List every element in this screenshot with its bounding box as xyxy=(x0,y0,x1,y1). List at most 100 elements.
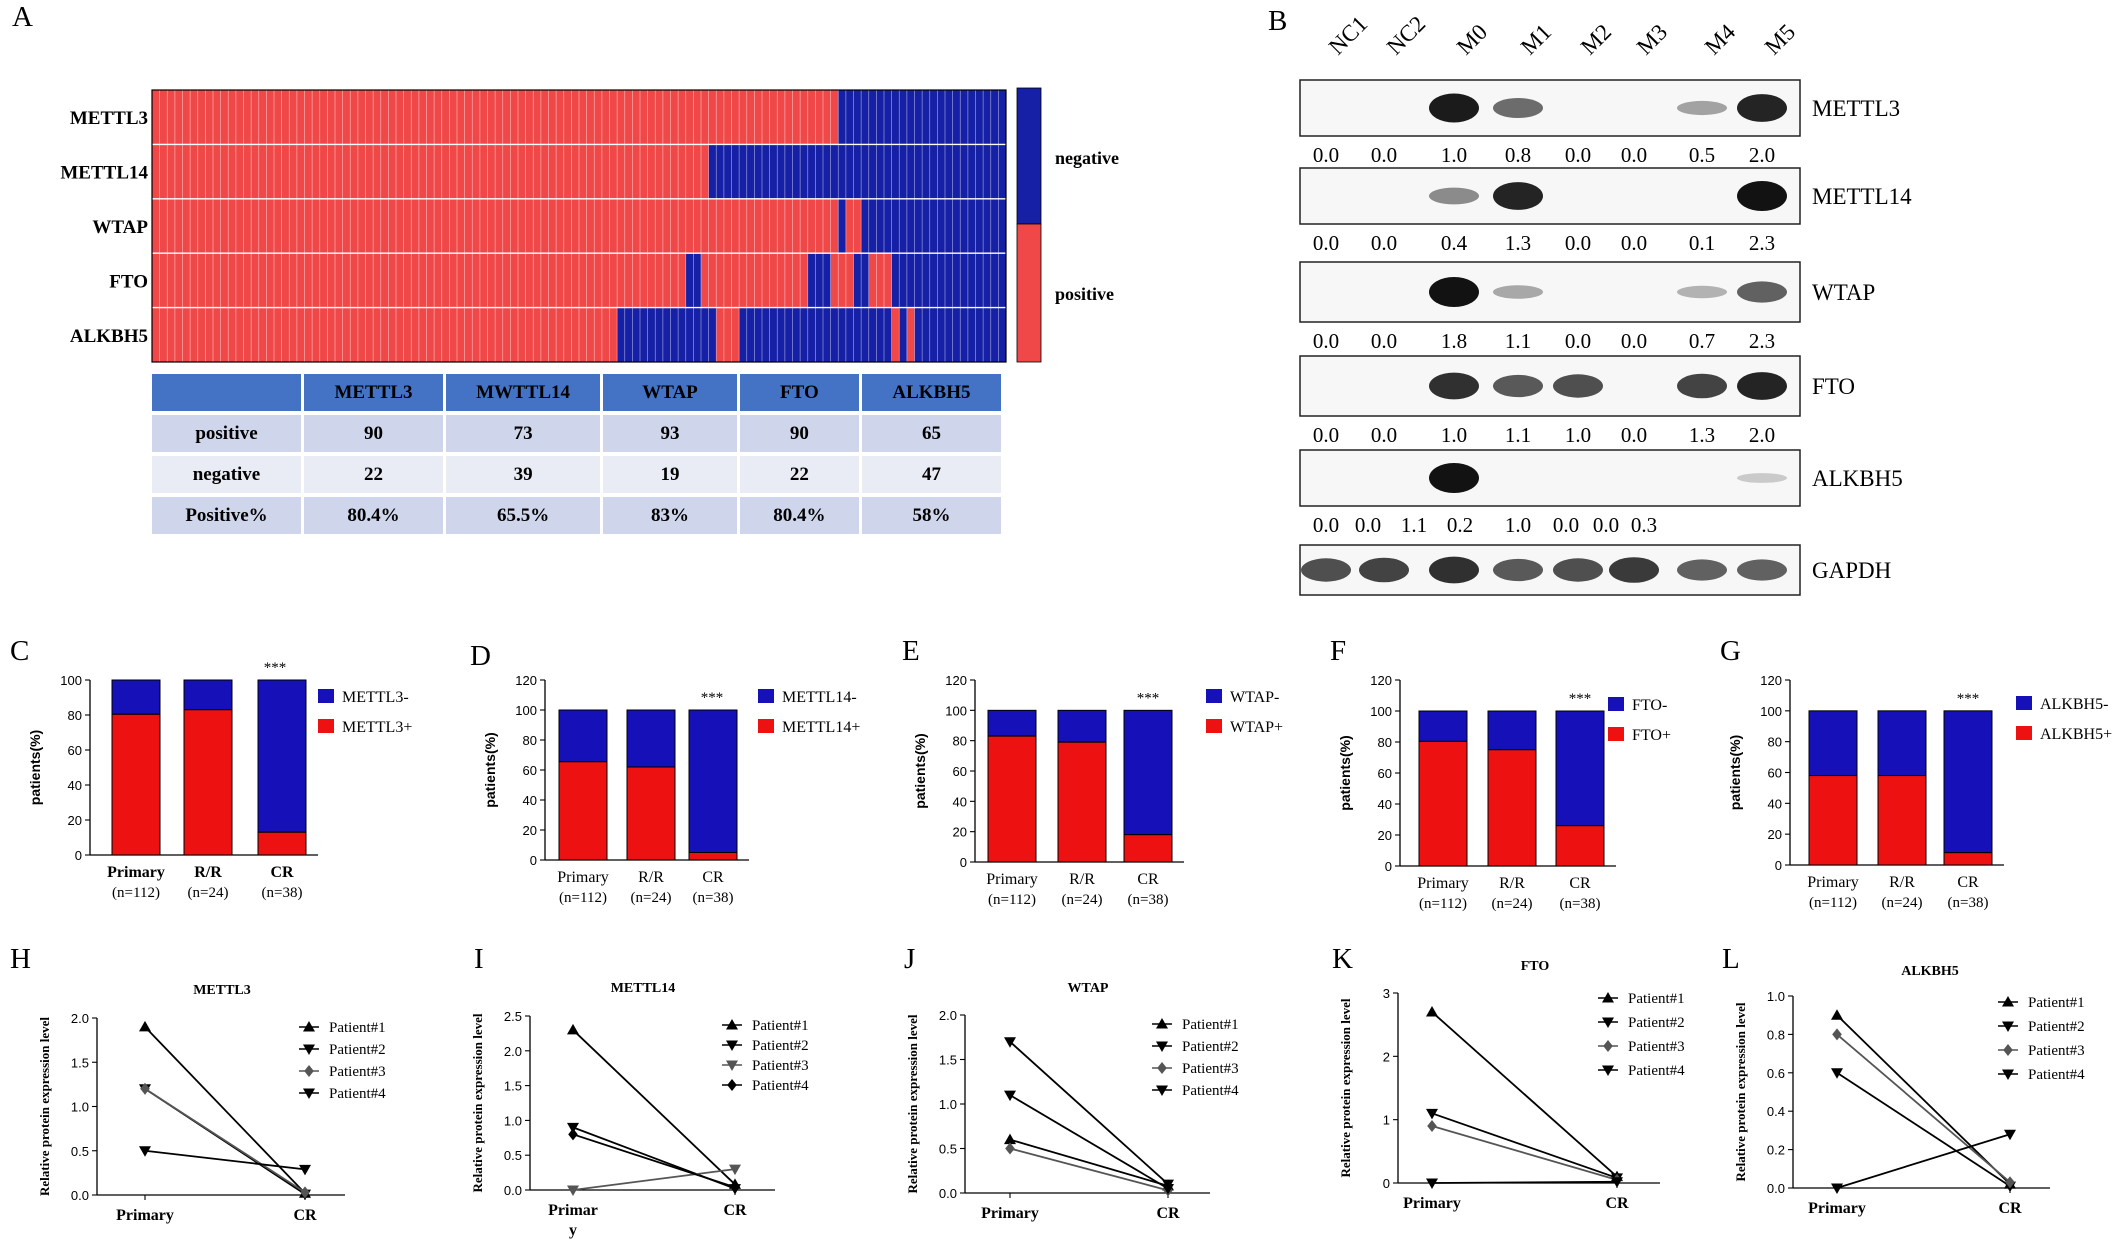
blot-band xyxy=(1429,93,1479,123)
bar-category-label: R/R xyxy=(1889,874,1915,891)
line-category-label: Primary xyxy=(981,1205,1039,1222)
line-legend-label: Patient#2 xyxy=(329,1042,386,1058)
line-legend-label: Patient#1 xyxy=(329,1020,386,1036)
blot-protein-label-WTAP: WTAP xyxy=(1812,280,1875,305)
series-point xyxy=(1162,1184,1174,1195)
line-legend-marker xyxy=(2003,1044,2013,1056)
bar-category-note: (n=38) xyxy=(262,885,303,901)
bar-legend-swatch-positive xyxy=(1608,727,1624,741)
blot-band xyxy=(1553,558,1603,582)
line-legend-marker xyxy=(2002,1021,2014,1032)
bar-y-axis-label: patients(%) xyxy=(912,733,928,808)
line-y-tick-label: 1.0 xyxy=(71,1100,89,1115)
bar-category-label: Primary xyxy=(107,864,165,881)
table-cell: 47 xyxy=(861,456,1004,493)
panel-letter-A: A xyxy=(12,1,33,33)
table-header-cell xyxy=(152,374,304,411)
bar-category-label: CR xyxy=(270,864,294,881)
bar-legend-swatch-negative xyxy=(1608,697,1624,711)
bar-segment-positive xyxy=(626,766,676,861)
line-legend-marker xyxy=(1156,1018,1168,1029)
blot-quant-value: 0.0 xyxy=(1371,143,1397,167)
line-y-tick-label: 1.0 xyxy=(504,1113,522,1128)
bar-segment-positive xyxy=(558,761,608,861)
bar-segment-negative xyxy=(1057,709,1107,743)
table-header-row: METTL3 MWTTL14 WTAP FTO ALKBH5 xyxy=(152,374,1004,411)
heatmap-negative-block xyxy=(617,307,717,362)
line-y-tick-label: 1.5 xyxy=(504,1079,522,1094)
blot-quant-value: 1.3 xyxy=(1689,423,1715,447)
heatmap-negative-block xyxy=(899,307,907,362)
table-header-cell: FTO xyxy=(739,374,862,411)
bar-significance: *** xyxy=(264,660,287,676)
blot-band xyxy=(1677,285,1727,299)
blot-protein-label-FTO: FTO xyxy=(1812,374,1855,399)
bar-segment-negative xyxy=(1877,710,1927,777)
heatmap-gene-label: METTL3 xyxy=(70,108,148,129)
bar-y-axis-label: patients(%) xyxy=(27,730,43,805)
blot-band xyxy=(1493,182,1543,210)
series-line xyxy=(1836,1133,2011,1189)
blot-protein-label-METTL3: METTL3 xyxy=(1812,96,1900,121)
blot-protein-label-ALKBH5: ALKBH5 xyxy=(1812,466,1903,491)
blot-quant-value: 1.0 xyxy=(1441,423,1467,447)
line-y-axis-label: Relative protein expression level xyxy=(470,1013,485,1192)
bar-legend-swatch-positive xyxy=(2016,726,2032,740)
blot-quant-value: 0.0 xyxy=(1621,143,1647,167)
bar-category-label: Primary xyxy=(1417,875,1469,892)
line-category-label: CR xyxy=(723,1202,747,1219)
bar-category-note: (n=24) xyxy=(1062,892,1103,908)
blot-quant-value: 0.0 xyxy=(1593,513,1619,537)
legend-label-negative: negative xyxy=(1055,148,1119,168)
blot-lane-label: M3 xyxy=(1632,19,1672,59)
bar-y-tick-label: 20 xyxy=(1768,827,1782,842)
line-legend-label: Patient#1 xyxy=(752,1018,809,1034)
table-cell: 22 xyxy=(739,456,862,493)
bar-legend-swatch-negative xyxy=(758,689,774,703)
bar-category-label: R/R xyxy=(638,869,664,886)
panel-letter-J: J xyxy=(904,943,915,975)
table-cell: 65 xyxy=(861,415,1004,452)
table-header-cell: MWTTL14 xyxy=(446,374,604,411)
bar-y-tick-label: 0 xyxy=(960,855,967,870)
series-line xyxy=(1009,1147,1169,1192)
bar-y-tick-label: 60 xyxy=(523,763,537,778)
blot-quant-value: 1.0 xyxy=(1505,513,1531,537)
heatmap-gene-label: ALKBH5 xyxy=(70,326,148,347)
blot-quant-value: 2.3 xyxy=(1749,329,1775,353)
bar-segment-negative xyxy=(1123,709,1173,836)
bar-legend-swatch-positive xyxy=(1206,719,1222,733)
series-point xyxy=(567,1185,579,1196)
bar-y-tick-label: 40 xyxy=(1768,796,1782,811)
series-point xyxy=(139,1020,151,1032)
bar-segment-negative xyxy=(111,679,161,715)
bar-legend-swatch-negative xyxy=(1206,689,1222,703)
series-line xyxy=(572,1029,736,1186)
bar-category-note: (n=24) xyxy=(188,885,229,901)
line-legend-marker xyxy=(1602,1017,1614,1028)
blot-quant-value: 0.0 xyxy=(1313,329,1339,353)
blot-quant-value: 0.4 xyxy=(1441,231,1468,255)
bar-y-tick-label: 60 xyxy=(1378,766,1392,781)
legend-label-positive: positive xyxy=(1055,284,1114,304)
line-legend-label: Patient#3 xyxy=(1628,1039,1685,1055)
line-y-axis-label: Relative protein expression level xyxy=(905,1014,920,1193)
blot-frame-METTL14 xyxy=(1299,167,1801,225)
line-legend-label: Patient#4 xyxy=(2028,1067,2085,1083)
series-line xyxy=(572,1168,736,1191)
bar-y-tick-label: 80 xyxy=(953,734,967,749)
blot-band xyxy=(1737,372,1787,400)
table-row: negative 22 39 19 22 47 xyxy=(152,456,1004,493)
table-row: positive 90 73 93 90 65 xyxy=(152,415,1004,452)
bar-segment-negative xyxy=(183,679,233,711)
series-point xyxy=(300,1186,310,1199)
blot-quant-value: 0.5 xyxy=(1689,143,1715,167)
bar-y-tick-label: 40 xyxy=(68,778,82,793)
line-y-tick-label: 3 xyxy=(1383,986,1390,1001)
table-cell: 73 xyxy=(446,415,604,452)
line-legend-marker xyxy=(303,1088,315,1099)
bar-category-label: CR xyxy=(1569,875,1591,892)
line-y-tick-label: 0.5 xyxy=(939,1142,957,1157)
table-cell: Positive% xyxy=(152,497,304,534)
series-point xyxy=(2004,1129,2016,1141)
